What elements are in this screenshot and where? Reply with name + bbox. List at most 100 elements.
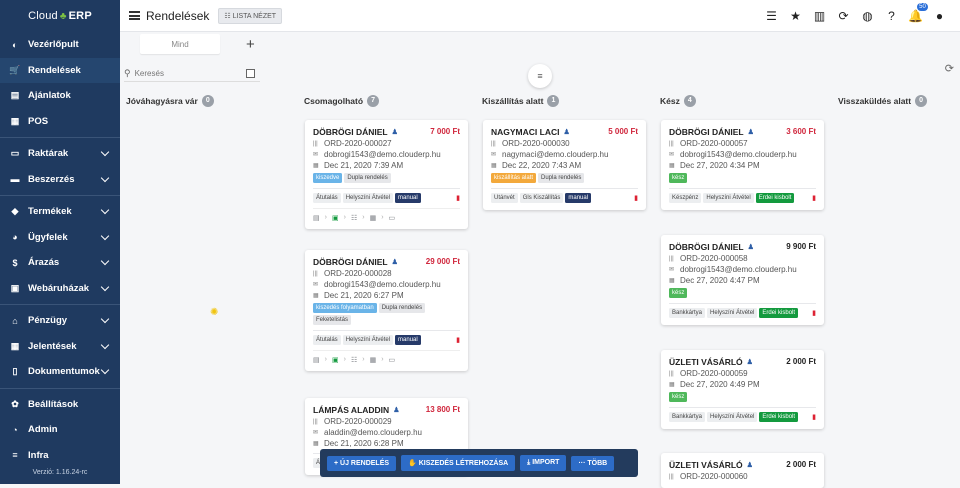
list-icon[interactable]: ☷ bbox=[350, 356, 358, 364]
order-number: ORD-2020-000060 bbox=[680, 472, 748, 481]
star-icon[interactable]: ★ bbox=[790, 8, 801, 23]
sidebar-item-14[interactable]: ◔ Admin bbox=[0, 417, 120, 443]
chevron-right-icon: › bbox=[362, 214, 365, 221]
sidebar-item-11[interactable]: ▦ Jelentések bbox=[0, 334, 120, 360]
chevron-down-icon bbox=[100, 256, 110, 266]
order-card[interactable]: ÜZLETI VÁSÁRLÓ ♟ 2 000 Ft ||| ORD-2020-00005… bbox=[661, 350, 824, 429]
customer-name: DÖBRÖGI DÁNIEL bbox=[313, 257, 388, 267]
pdf-icon[interactable]: ▮ bbox=[456, 337, 460, 344]
sidebar-item-4[interactable]: ▭ Raktárak bbox=[0, 141, 120, 167]
sidebar-item-2[interactable]: ▤ Ajánlatok bbox=[0, 83, 120, 109]
box-icon[interactable]: ▣ bbox=[331, 214, 339, 222]
pdf-icon[interactable]: ▮ bbox=[634, 195, 638, 202]
receipt-icon[interactable]: ▭ bbox=[388, 214, 396, 222]
calc-icon[interactable]: ▦ bbox=[369, 214, 377, 222]
sidebar-item-15[interactable]: ≡ Infra bbox=[0, 443, 120, 469]
sidebar-item-13[interactable]: ✿ Beállítások bbox=[0, 392, 120, 418]
order-card[interactable]: NAGYMACI LACI ♟ 5 000 Ft ||| ORD-2020-000030… bbox=[483, 120, 646, 210]
sidebar-item-3[interactable]: ▦ POS bbox=[0, 109, 120, 135]
pdf-icon[interactable]: ▮ bbox=[812, 195, 816, 202]
sidebar-item-7[interactable]: ◕ Ügyfelek bbox=[0, 225, 120, 251]
calc-icon[interactable]: ▦ bbox=[369, 356, 377, 364]
person-icon: ♟ bbox=[563, 129, 570, 136]
search-input[interactable] bbox=[134, 69, 235, 78]
hamburger-menu-icon[interactable] bbox=[129, 11, 140, 20]
column-count-badge: 0 bbox=[915, 95, 928, 107]
order-card[interactable]: ÜZLETI VÁSÁRLÓ ♟ 2 000 Ft ||| ORD-2020-00006… bbox=[661, 453, 824, 488]
order-date: Dec 27, 2020 4:34 PM bbox=[680, 161, 760, 170]
payment-tag: Gls Kiszállítás bbox=[519, 193, 564, 203]
more-button[interactable]: ··· TÖBB bbox=[571, 455, 615, 471]
filter-icon: ≡ bbox=[537, 71, 543, 81]
new-order-button[interactable]: + ÚJ RENDELÉS bbox=[327, 455, 397, 471]
sidebar-item-label: Infra bbox=[28, 449, 49, 461]
create-picking-label: KISZEDÉS LÉTREHOZÁSA bbox=[418, 460, 509, 467]
mail-icon: ✉ bbox=[313, 430, 319, 436]
payment-tag: manual bbox=[395, 193, 421, 203]
file-icon: ▯ bbox=[12, 366, 18, 377]
dollar-icon: $ bbox=[12, 257, 18, 268]
server-icon: ≡ bbox=[12, 450, 18, 461]
bell-icon[interactable]: 🔔 50 bbox=[908, 3, 928, 23]
workflow-steps: ▤ › ▣ › ☷ › ▦ › ▭ bbox=[313, 208, 460, 222]
create-picking-button[interactable]: ✋ KISZEDÉS LÉTREHOZÁSA bbox=[401, 455, 516, 471]
status-badge: kész bbox=[669, 288, 688, 298]
sidebar-item-9[interactable]: ▣ Webáruházak bbox=[0, 276, 120, 302]
sync-icon[interactable]: ⟳ bbox=[838, 8, 849, 23]
order-card[interactable]: DÖBRÖGI DÁNIEL ♟ 7 000 Ft ||| ORD-2020-00002… bbox=[305, 120, 468, 229]
mail-icon: ✉ bbox=[313, 282, 319, 288]
person-icon: ♟ bbox=[746, 462, 753, 469]
tab-all[interactable]: Mind bbox=[140, 34, 220, 54]
order-card[interactable]: DÖBRÖGI DÁNIEL ♟ 9 900 Ft ||| ORD-2020-00005… bbox=[661, 235, 824, 325]
logo[interactable]: Cloud ♣ ERP bbox=[0, 0, 120, 32]
chevron-down-icon bbox=[100, 365, 110, 375]
warehouse-icon: ▭ bbox=[10, 148, 20, 159]
barcode-icon: ||| bbox=[669, 473, 674, 480]
sidebar-item-12[interactable]: ▯ Dokumentumok bbox=[0, 359, 120, 385]
barcode-icon: ||| bbox=[669, 140, 674, 147]
order-card[interactable]: DÖBRÖGI DÁNIEL ♟ 29 000 Ft ||| ORD-2020-0000… bbox=[305, 250, 468, 371]
select-all-checkbox[interactable] bbox=[246, 69, 255, 78]
add-tab-icon[interactable]: + bbox=[246, 36, 255, 53]
order-card[interactable]: DÖBRÖGI DÁNIEL ♟ 3 600 Ft ||| ORD-2020-00005… bbox=[661, 120, 824, 210]
sidebar-item-0[interactable]: ◐ Vezérlőpult bbox=[0, 32, 120, 58]
user-icon[interactable]: ● bbox=[935, 8, 944, 23]
box-icon[interactable]: ▣ bbox=[331, 356, 339, 364]
sidebar-item-label: Admin bbox=[28, 424, 58, 436]
customer-name: LÁMPÁS ALADDIN bbox=[313, 405, 390, 415]
doc-icon[interactable]: ▤ bbox=[313, 214, 320, 222]
chevron-down-icon bbox=[100, 205, 110, 215]
person-icon: ♟ bbox=[746, 359, 753, 366]
chevron-down-icon bbox=[100, 231, 110, 240]
filter-button[interactable]: ≡ bbox=[528, 64, 552, 88]
pdf-icon[interactable]: ▮ bbox=[456, 195, 460, 202]
calendar-icon: ▦ bbox=[313, 293, 319, 299]
column-header: Csomagolható 7 bbox=[304, 95, 380, 107]
chevron-right-icon: › bbox=[343, 356, 346, 363]
pdf-icon[interactable]: ▮ bbox=[812, 310, 816, 317]
customer-name: DÖBRÖGI DÁNIEL bbox=[669, 127, 744, 137]
refresh-icon[interactable]: ⟳ bbox=[944, 63, 954, 75]
sidebar-item-label: Rendelések bbox=[28, 64, 81, 76]
sidebar-item-1[interactable]: 🛒 Rendelések bbox=[0, 57, 120, 83]
list-view-button[interactable]: ☷ LISTA NÉZET bbox=[218, 7, 283, 24]
checklist-icon[interactable]: ☰ bbox=[766, 8, 777, 23]
chevron-down-icon bbox=[100, 340, 110, 349]
mail-icon: ✉ bbox=[669, 152, 675, 158]
building-icon[interactable]: ▥ bbox=[813, 8, 826, 23]
pdf-icon[interactable]: ▮ bbox=[812, 414, 816, 421]
receipt-icon[interactable]: ▭ bbox=[388, 356, 396, 364]
column-count-badge: 4 bbox=[683, 95, 696, 107]
help-icon[interactable]: ? bbox=[888, 8, 895, 23]
customer-email: dobrogi1543@demo.clouderp.hu bbox=[324, 150, 441, 159]
globe-icon[interactable]: ◍ bbox=[862, 8, 873, 23]
sidebar-item-10[interactable]: ⌂ Pénzügy bbox=[0, 308, 120, 334]
sidebar-item-5[interactable]: ▬ Beszerzés bbox=[0, 167, 120, 193]
import-button[interactable]: ⤓ IMPORT bbox=[520, 455, 567, 471]
list-icon[interactable]: ☷ bbox=[350, 214, 358, 222]
order-number: ORD-2020-000027 bbox=[324, 139, 392, 148]
sidebar-item-8[interactable]: $ Árazás bbox=[0, 250, 120, 276]
doc-icon[interactable]: ▤ bbox=[313, 356, 320, 364]
sidebar-item-6[interactable]: ◆ Termékek bbox=[0, 199, 120, 225]
store-icon: ▣ bbox=[10, 282, 20, 293]
